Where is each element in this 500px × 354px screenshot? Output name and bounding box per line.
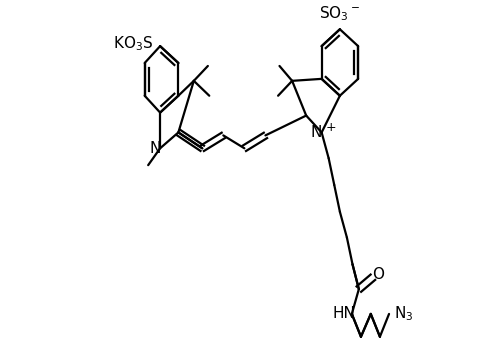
Text: O: O [372,267,384,282]
Text: +: + [326,121,336,134]
Text: SO$_3$$^-$: SO$_3$$^-$ [320,4,360,23]
Text: N: N [310,125,322,140]
Text: KO$_3$S: KO$_3$S [113,34,154,52]
Text: N$_3$: N$_3$ [394,304,413,323]
Text: HN: HN [332,307,355,321]
Text: N: N [150,141,161,156]
